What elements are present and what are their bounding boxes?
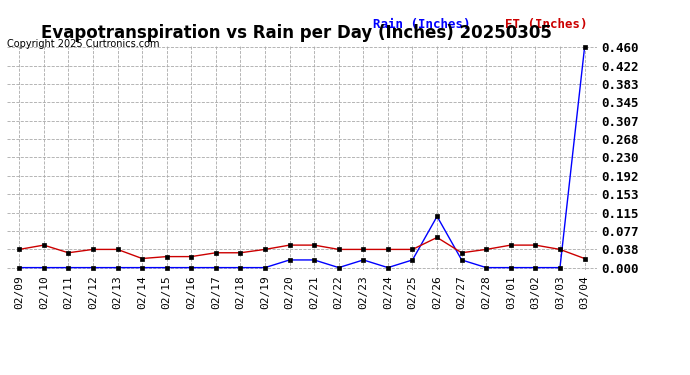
- Text: Copyright 2025 Curtronics.com: Copyright 2025 Curtronics.com: [7, 39, 159, 50]
- Text: Rain (Inches): Rain (Inches): [373, 18, 470, 31]
- Text: Evapotranspiration vs Rain per Day (Inches) 20250305: Evapotranspiration vs Rain per Day (Inch…: [41, 24, 552, 42]
- Text: ET (Inches): ET (Inches): [505, 18, 588, 31]
